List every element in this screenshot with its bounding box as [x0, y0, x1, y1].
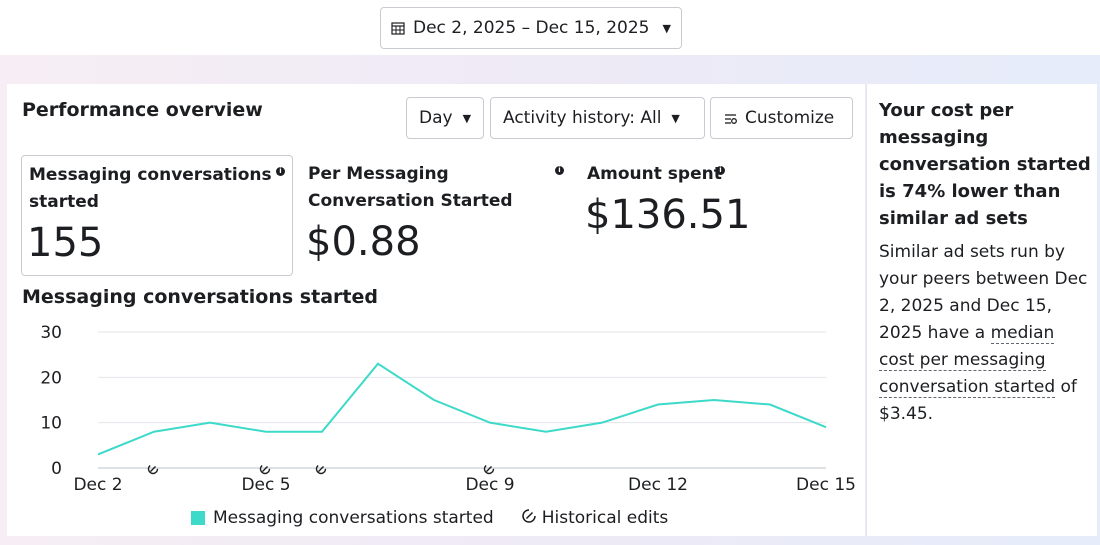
- customize-label: Customize: [745, 108, 835, 128]
- historical-edit-marker-slash: [486, 466, 492, 472]
- historical-edit-marker: [147, 463, 159, 475]
- historical-edit-marker: [259, 463, 271, 475]
- card-title: Performance overview: [22, 99, 263, 121]
- metric-label-line-1: Messaging conversations: [29, 165, 272, 185]
- insight-panel: Your cost per messaging conversation sta…: [866, 84, 1097, 536]
- historical-edit-marker: [315, 463, 327, 475]
- chevron-down-icon: ▼: [662, 21, 671, 35]
- legend-edits-label: Historical edits: [541, 508, 669, 528]
- insight-headline: Your cost per messaging conversation sta…: [879, 100, 1091, 229]
- date-range-label: Dec 2, 2025 – Dec 15, 2025: [413, 18, 650, 38]
- historical-edit-marker: [483, 463, 495, 475]
- metric-amount-spent[interactable]: Amount spent i $136.51: [580, 155, 852, 276]
- historical-edit-icon: [522, 509, 536, 527]
- metric-label: Messaging conversations started: [29, 162, 272, 216]
- y-tick-label: 0: [51, 459, 62, 479]
- date-range-picker[interactable]: Dec 2, 2025 – Dec 15, 2025 ▼: [380, 7, 682, 49]
- activity-history-dropdown[interactable]: Activity history: All ▼: [490, 97, 705, 139]
- x-tick-label: Dec 9: [465, 475, 514, 495]
- series-line: [97, 362, 827, 456]
- x-tick-label: Dec 15: [796, 475, 856, 495]
- customize-icon: [725, 113, 737, 124]
- chart-legend: Messaging conversations started Historic…: [191, 508, 668, 528]
- metric-cost-per-conversation[interactable]: Per Messaging Conversation Started i $0.…: [301, 155, 571, 276]
- metric-label: Amount spent: [587, 161, 722, 188]
- historical-edit-marker-slash: [318, 466, 324, 472]
- metric-label-line-2: Conversation Started: [308, 191, 513, 211]
- legend-series-label: Messaging conversations started: [213, 508, 494, 528]
- performance-card: Performance overview Day ▼ Activity hist…: [7, 84, 865, 536]
- chart-title: Messaging conversations started: [22, 286, 378, 308]
- metric-label-line-1: Amount spent: [587, 164, 722, 184]
- customize-button[interactable]: Customize: [710, 97, 853, 139]
- insight-body: Similar ad sets run by your peers betwee…: [879, 239, 1091, 428]
- calendar-icon: [391, 22, 405, 35]
- chevron-down-icon: ▼: [462, 111, 472, 125]
- y-tick-label: 30: [40, 323, 62, 343]
- x-tick-label: Dec 12: [628, 475, 688, 495]
- info-icon[interactable]: i: [276, 167, 285, 176]
- metric-conversations[interactable]: Messaging conversations started i 155: [21, 155, 293, 276]
- metric-label-line-2: started: [29, 192, 99, 212]
- insight-body-text: Similar ad sets run by your peers betwee…: [879, 242, 1088, 343]
- chevron-down-icon: ▼: [671, 111, 680, 125]
- granularity-label: Day: [419, 108, 453, 128]
- y-tick-label: 20: [40, 368, 62, 388]
- activity-history-label: Activity history: All: [503, 108, 662, 128]
- median-cost-link[interactable]: median cost per messaging conversation s…: [879, 323, 1056, 398]
- insight-body-end: of $3.45.: [879, 377, 1077, 424]
- metric-value: $136.51: [585, 192, 751, 238]
- historical-edit-marker-slash: [150, 466, 156, 472]
- metric-value: 155: [27, 220, 104, 266]
- legend-swatch: [191, 511, 205, 525]
- metric-label-line-1: Per Messaging: [308, 164, 449, 184]
- top-bar: Dec 2, 2025 – Dec 15, 2025 ▼: [0, 0, 1100, 55]
- historical-edit-marker-slash: [262, 466, 268, 472]
- info-icon[interactable]: i: [555, 166, 564, 175]
- granularity-dropdown[interactable]: Day ▼: [406, 97, 484, 139]
- line-chart: 0 10 20 30 Dec 2 Dec 5 Dec 9 Dec 12 Dec 15: [40, 323, 856, 495]
- x-tick-label: Dec 2: [73, 475, 122, 495]
- y-tick-label: 10: [40, 414, 62, 434]
- x-tick-label: Dec 5: [241, 475, 290, 495]
- metric-value: $0.88: [306, 219, 421, 265]
- info-icon[interactable]: i: [716, 166, 725, 175]
- metric-label: Per Messaging Conversation Started: [308, 161, 513, 215]
